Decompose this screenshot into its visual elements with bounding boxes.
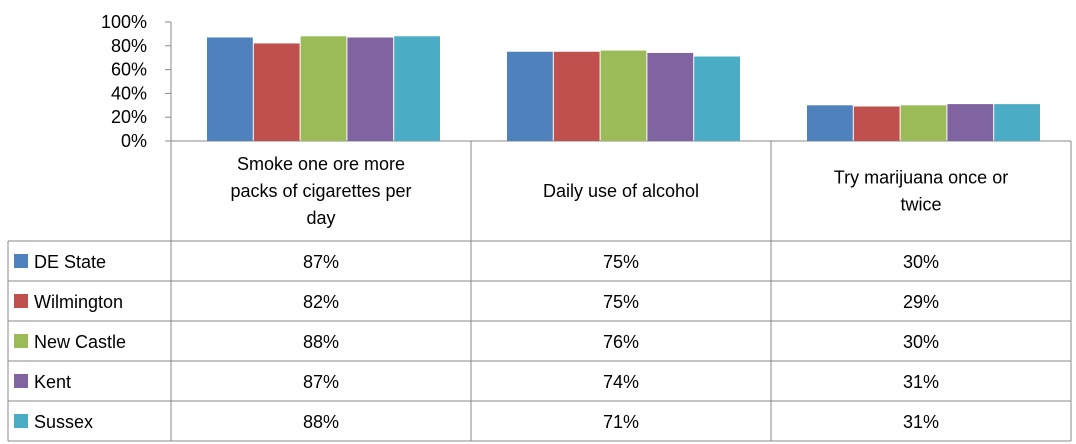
bar — [947, 104, 994, 141]
series-name: New Castle — [34, 332, 126, 352]
category-label: Smoke one ore more — [237, 154, 405, 174]
y-tick-label: 60% — [111, 60, 147, 80]
bar — [507, 51, 553, 141]
legend-key — [14, 414, 28, 428]
bar — [853, 106, 900, 141]
bar — [300, 36, 347, 141]
y-tick-label: 100% — [101, 12, 147, 32]
category-label: twice — [900, 195, 941, 215]
bar — [647, 52, 694, 141]
table-cell-value: 71% — [603, 412, 639, 432]
table-cell-value: 87% — [303, 252, 339, 272]
legend-key — [14, 294, 28, 308]
table-cell-value: 30% — [903, 252, 939, 272]
series-name: Kent — [34, 372, 71, 392]
series-name: DE State — [34, 252, 106, 272]
y-tick-label: 20% — [111, 107, 147, 127]
series-name: Wilmington — [34, 292, 123, 312]
category-label: packs of cigarettes per — [230, 181, 411, 201]
bar — [207, 37, 253, 141]
table-cell-value: 31% — [903, 372, 939, 392]
series-name: Sussex — [34, 412, 93, 432]
bar — [253, 43, 300, 141]
legend-key — [14, 374, 28, 388]
bar — [347, 37, 394, 141]
category-label: Try marijuana once or — [834, 168, 1008, 188]
bar — [394, 36, 440, 141]
table-cell-value: 75% — [603, 292, 639, 312]
table-cell-value: 87% — [303, 372, 339, 392]
bar — [694, 56, 740, 142]
bar — [994, 104, 1040, 141]
category-label: day — [306, 208, 335, 228]
table-cell-value: 31% — [903, 412, 939, 432]
bar — [900, 105, 947, 141]
y-tick-label: 0% — [121, 131, 147, 151]
table-cell-value: 88% — [303, 412, 339, 432]
table-cell-value: 29% — [903, 292, 939, 312]
table-cell-value: 88% — [303, 332, 339, 352]
legend-key — [14, 334, 28, 348]
table-cell-value: 75% — [603, 252, 639, 272]
bar — [553, 51, 600, 141]
table-cell-value: 74% — [603, 372, 639, 392]
table-cell-value: 30% — [903, 332, 939, 352]
legend-key — [14, 254, 28, 268]
y-tick-label: 80% — [111, 36, 147, 56]
y-tick-label: 40% — [111, 83, 147, 103]
table-cell-value: 82% — [303, 292, 339, 312]
category-label: Daily use of alcohol — [543, 181, 699, 201]
bar — [807, 105, 853, 141]
table-cell-value: 76% — [603, 332, 639, 352]
bar — [600, 50, 647, 142]
